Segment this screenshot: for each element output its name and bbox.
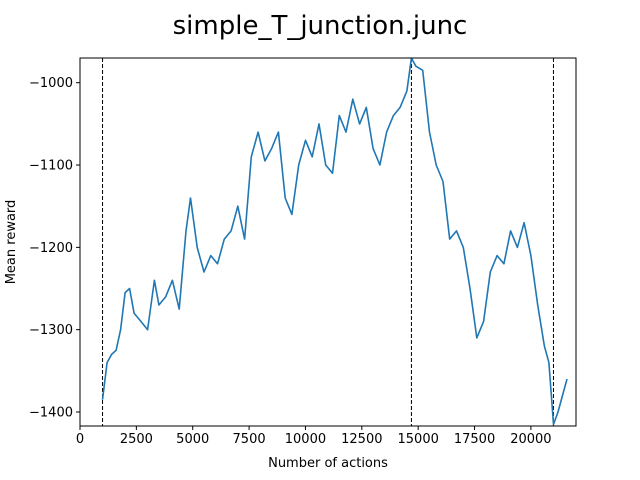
y-axis: −1400 −1300 −1200 −1100 −1000: [29, 76, 80, 421]
series-line-1: [101, 58, 568, 426]
x-tick-label: 20000: [510, 432, 551, 447]
y-tick-label: −1300: [29, 323, 73, 338]
x-axis-label: Number of actions: [268, 456, 388, 471]
y-tick-label: −1400: [29, 406, 73, 421]
axes-frame: [79, 57, 577, 427]
x-tick-label: 12500: [341, 432, 382, 447]
y-axis-label: Mean reward: [4, 200, 19, 285]
x-tick-label: 7500: [233, 432, 266, 447]
x-axis: 0 2500 5000 7500 10000 12500 15000 17500 20000: [76, 426, 552, 447]
x-tick-label: 2500: [120, 432, 153, 447]
chart-title: simple_T_junction.junc: [173, 11, 468, 41]
plot-area: [101, 58, 568, 426]
y-tick-label: −1000: [29, 76, 73, 91]
y-tick-label: −1200: [29, 241, 73, 256]
x-tick-label: 10000: [285, 432, 326, 447]
x-tick-label: 17500: [454, 432, 495, 447]
x-tick-label: 15000: [398, 432, 439, 447]
x-tick-label: 0: [76, 432, 84, 447]
x-tick-label: 5000: [176, 432, 209, 447]
y-tick-label: −1100: [29, 159, 73, 174]
